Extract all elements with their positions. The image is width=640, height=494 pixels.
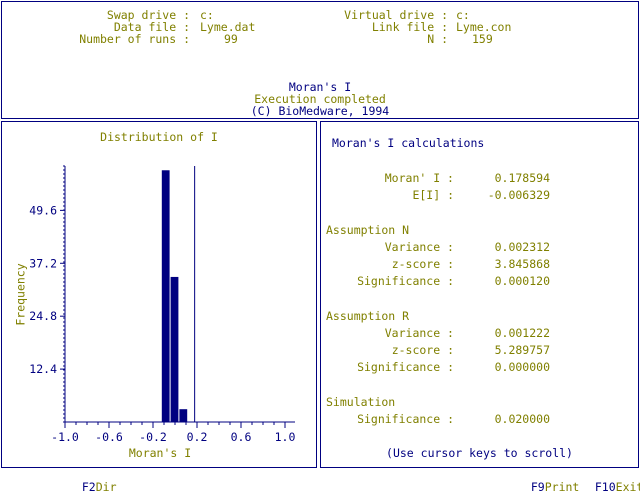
- data-file-label: Data file :: [113, 20, 190, 34]
- histogram-bar: [170, 276, 179, 422]
- x-tick-label: 1.0: [275, 430, 296, 444]
- n-zscore-value: 3.845868: [494, 257, 550, 271]
- n-value: 159: [472, 32, 493, 46]
- n-zscore-label: z-score :: [391, 257, 454, 271]
- header-panel: [1, 1, 639, 119]
- chart-panel: [1, 121, 317, 468]
- f9-label: Print: [544, 480, 580, 494]
- swap-drive-value: c:: [200, 8, 214, 22]
- sim-significance-value: 0.020000: [494, 412, 550, 426]
- n-label: N :: [427, 32, 448, 46]
- data-file-value: Lyme.dat: [200, 20, 256, 34]
- copyright-text: (C) BioMedware, 1994: [250, 104, 390, 118]
- y-axis-label: Frequency: [13, 263, 28, 326]
- swap-drive-label: Swap drive :: [106, 8, 190, 22]
- results-title: Moran's I calculations: [332, 136, 485, 150]
- y-tick-label: 12.4: [29, 362, 57, 376]
- chart-title: Distribution of I: [100, 130, 218, 144]
- y-tick-label: 37.2: [29, 256, 57, 270]
- f9-print-button[interactable]: F9Print: [517, 468, 579, 494]
- moran-value: 0.178594: [494, 171, 550, 185]
- n-significance-label: Significance :: [357, 274, 454, 288]
- y-tick-label: 49.6: [29, 203, 57, 217]
- x-tick-label: -0.6: [95, 430, 123, 444]
- link-file-value: Lyme.con: [456, 20, 512, 34]
- r-variance-label: Variance :: [384, 326, 454, 340]
- virtual-drive-value: c:: [456, 8, 470, 22]
- assumption-r-heading: Assumption R: [326, 309, 410, 323]
- link-file-label: Link file :: [371, 20, 448, 34]
- runs-label: Number of runs :: [79, 32, 190, 46]
- r-zscore-label: z-score :: [391, 343, 454, 357]
- r-zscore-value: 5.289757: [494, 343, 550, 357]
- f2-label: Dir: [95, 480, 117, 494]
- r-variance-value: 0.001222: [494, 326, 550, 340]
- f2-key: F2: [81, 480, 96, 494]
- ei-label: E[I] :: [412, 188, 454, 202]
- ei-value: -0.006329: [487, 188, 550, 202]
- status-text: Execution completed: [254, 92, 386, 106]
- r-significance-value: 0.000000: [494, 360, 550, 374]
- sim-significance-label: Significance :: [357, 412, 454, 426]
- scroll-hint: (Use cursor keys to scroll): [386, 446, 573, 460]
- x-tick-label: 0.6: [231, 430, 252, 444]
- n-variance-value: 0.002312: [494, 240, 550, 254]
- distribution-chart: 12.4 24.8 37.2 49.6 -1.0 -0.6 -0.2 0.2 0.6 1.0: [29, 165, 296, 444]
- f9-key: F9: [530, 480, 545, 494]
- results-panel[interactable]: [320, 121, 639, 468]
- x-tick-label: -0.2: [139, 430, 167, 444]
- f2-dir-button[interactable]: F2Dir: [68, 468, 117, 494]
- y-tick-label: 24.8: [29, 309, 57, 323]
- r-significance-label: Significance :: [357, 360, 454, 374]
- f10-exit-button[interactable]: F10Exit: [581, 468, 640, 494]
- runs-value: 99: [224, 32, 238, 46]
- x-axis-label: Moran's I: [128, 446, 192, 460]
- f10-label: Exit: [615, 480, 640, 494]
- virtual-drive-label: Virtual drive :: [344, 8, 448, 22]
- assumption-n-heading: Assumption N: [326, 223, 410, 237]
- f10-key: F10: [594, 480, 616, 494]
- x-tick-label: 0.2: [187, 430, 208, 444]
- histogram-bar: [161, 170, 170, 422]
- histogram-bar: [179, 409, 188, 422]
- n-significance-value: 0.000120: [494, 274, 550, 288]
- simulation-heading: Simulation: [326, 395, 396, 409]
- x-tick-label: -1.0: [51, 430, 79, 444]
- page-title: Moran's I: [288, 80, 352, 94]
- n-variance-label: Variance :: [384, 240, 454, 254]
- moran-label: Moran' I :: [384, 171, 454, 185]
